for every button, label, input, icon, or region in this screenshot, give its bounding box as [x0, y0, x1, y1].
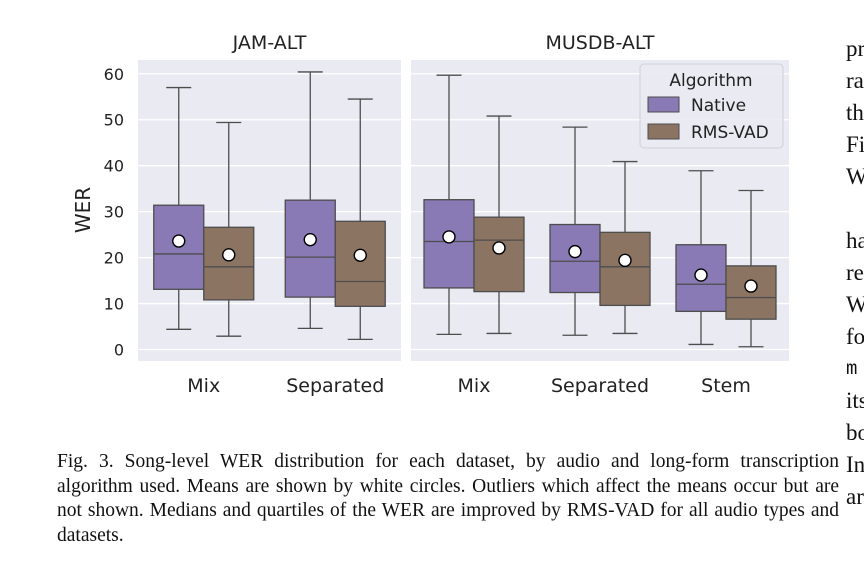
legend-title: Algorithm: [669, 71, 752, 91]
x-tick-label: Stem: [701, 375, 751, 397]
panel-title: MUSDB-ALT: [545, 32, 654, 54]
x-tick-label: Mix: [187, 375, 220, 397]
mean-marker: [353, 248, 367, 263]
box-rms-vad-mix: [203, 121, 255, 337]
mean-marker: [568, 244, 582, 259]
side-text-line: ha: [846, 228, 864, 253]
y-tick-label: 20: [104, 249, 124, 268]
y-axis-label: WER: [71, 187, 95, 233]
panel-jam-alt: JAM-ALT Mix Separated: [138, 32, 401, 397]
side-text-line: In: [846, 452, 864, 477]
side-text-line: [846, 193, 864, 225]
box-native-mix: [153, 86, 205, 330]
panel-musdb-alt: MUSDB-ALT Mix Separated Stem: [411, 32, 789, 397]
iqr-box: [334, 220, 386, 307]
side-text-line: fo: [846, 324, 864, 349]
side-text-line: its: [846, 388, 864, 413]
legend-swatch-rms-vad: [647, 123, 680, 140]
box-native-mix: [423, 74, 475, 335]
side-text-line: W: [846, 292, 864, 317]
side-text-line: Fi: [846, 132, 864, 157]
side-text-line: m: [846, 358, 858, 380]
side-text-line: re: [846, 260, 864, 285]
legend-entry-rms-vad: RMS-VAD: [691, 123, 769, 143]
y-tick-label: 10: [104, 295, 124, 314]
legend-entry-native: Native: [691, 96, 746, 116]
mean-marker: [442, 230, 456, 244]
legend-swatch-native: [647, 96, 680, 113]
x-tick-label: Separated: [286, 375, 384, 397]
y-tick-label: 30: [104, 203, 124, 222]
box-rms-vad-separated: [599, 160, 651, 335]
side-text-line: pr: [846, 36, 864, 61]
mean-marker: [492, 241, 506, 255]
panel-title: JAM-ALT: [232, 32, 307, 54]
y-tick-label: 60: [104, 65, 124, 84]
side-text-line: W: [846, 164, 864, 189]
iqr-box: [203, 226, 255, 301]
box-rms-vad-stem: [725, 189, 777, 348]
side-text-line: ra: [846, 68, 864, 93]
x-tick-label: Separated: [551, 375, 649, 397]
box-rms-vad-mix: [473, 115, 525, 335]
iqr-box: [549, 223, 601, 294]
figure-caption: Fig. 3. Song-level WER distribution for …: [57, 451, 839, 546]
y-tick-label: 40: [104, 157, 124, 176]
mean-marker: [303, 232, 317, 247]
mean-marker: [172, 234, 186, 248]
y-tick-label: 50: [104, 111, 124, 130]
legend: Algorithm Native RMS-VAD: [639, 63, 784, 149]
iqr-box: [599, 231, 651, 307]
y-tick-label: 0: [114, 341, 124, 360]
side-text-line: ar: [846, 484, 864, 509]
mean-marker: [618, 253, 632, 268]
side-text-line: th: [846, 100, 864, 125]
box-rms-vad-separated: [334, 98, 386, 341]
x-tick-label: Mix: [458, 375, 491, 397]
iqr-box: [423, 199, 475, 289]
side-text-line: bo: [846, 420, 864, 445]
mean-marker: [694, 268, 708, 282]
mean-marker: [222, 248, 236, 262]
mean-marker: [744, 279, 758, 293]
iqr-box: [284, 199, 336, 298]
box-native-separated: [549, 126, 601, 336]
box-native-separated: [284, 71, 336, 330]
